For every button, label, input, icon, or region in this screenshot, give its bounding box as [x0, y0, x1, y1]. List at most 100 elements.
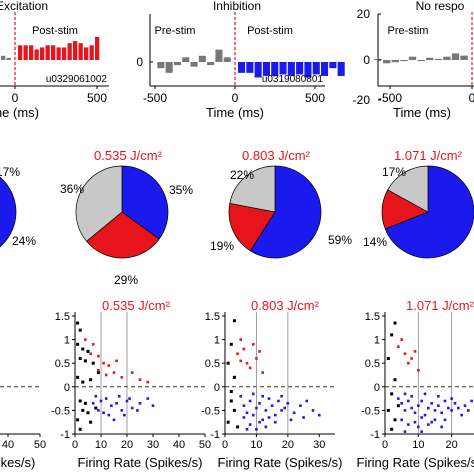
scatter-point-black	[390, 392, 394, 396]
x-tick-label: 0	[12, 91, 19, 105]
pie-percent-label: 14%	[363, 235, 387, 249]
pre-stim-bar	[190, 62, 198, 67]
pre-stim-bar	[400, 60, 408, 62]
pre-stim-bar	[157, 62, 165, 69]
post-stim-bar	[337, 62, 345, 76]
psth-title: Excitation	[0, 0, 48, 13]
scatter-point-blue	[299, 404, 302, 407]
scatter-point-black	[81, 408, 85, 412]
scatter-point-blue	[410, 406, 413, 410]
scatter-point-red	[248, 366, 252, 370]
pie-percent-label: 36%	[60, 182, 84, 196]
post-stim-bar	[287, 62, 295, 76]
pie-title: 0.803 J/cm²	[242, 148, 311, 163]
scatter-point-blue	[273, 420, 277, 424]
scatter-point-red	[261, 371, 265, 374]
scatter-point-red	[397, 345, 400, 348]
scatter-point-red	[400, 338, 403, 341]
scatter-point-blue	[94, 394, 98, 398]
scatter-point-blue	[248, 399, 252, 403]
x-tick-label: 40	[173, 439, 185, 451]
scatter-point-black	[229, 342, 233, 346]
scatter-point-blue	[245, 427, 249, 431]
pie-percent-label: 22%	[230, 168, 254, 182]
scatter-point-blue	[115, 402, 118, 405]
pie-slice	[75, 165, 123, 242]
pre-stim-bar	[173, 62, 181, 66]
scatter-point-blue	[146, 397, 150, 400]
scatter-point-red	[245, 361, 249, 365]
unit-id: u0319080801	[262, 74, 324, 85]
scatter-point-blue	[403, 430, 407, 433]
scatter-point-blue	[277, 399, 280, 403]
scatter-point-black	[229, 399, 233, 403]
scatter-point-blue	[251, 413, 255, 417]
x-tick-label: 50	[34, 439, 46, 451]
x-axis-label: Firing Rate (Spikes/s)	[78, 455, 203, 470]
scatter-point-red	[97, 368, 100, 372]
scatter-point-blue	[453, 402, 457, 405]
y-tick-label: -20	[353, 93, 371, 107]
y-tick-label: 0	[374, 382, 380, 394]
scatter-point-red	[138, 378, 142, 382]
scatter-point-black	[83, 401, 87, 405]
y-tick-label: 0.5	[365, 358, 380, 370]
scatter-point-blue	[443, 399, 447, 403]
pre-stim-bar	[408, 56, 417, 60]
scatter-point-blue	[239, 394, 243, 398]
scatter-point-blue	[117, 394, 121, 398]
post-stim-bar	[51, 45, 56, 60]
scatter-point-red	[251, 343, 255, 346]
scatter-point-blue	[423, 392, 427, 396]
scatter-point-red	[97, 354, 100, 358]
pre-stim-bar	[1, 55, 6, 60]
scatter-point-blue	[423, 413, 427, 417]
post-stim-bar	[29, 45, 34, 60]
pre-stim-bar	[223, 57, 231, 62]
x-tick-label: 0	[72, 439, 78, 451]
post-stim-bar	[89, 45, 94, 60]
pie-percent-label: 59%	[328, 233, 352, 247]
scatter-point-blue	[430, 420, 433, 424]
scatter-point-blue	[255, 427, 258, 431]
x-tick-label: 10	[250, 439, 262, 451]
pre-stim-bar	[182, 57, 190, 62]
pie-slice	[249, 165, 322, 259]
scatter-point-black	[232, 375, 236, 379]
x-tick-label: 500	[87, 91, 107, 105]
scatter-point-blue	[420, 430, 423, 433]
x-tick-label: 0	[222, 439, 228, 451]
scatter-point-blue	[403, 409, 407, 412]
scatter-point-red	[258, 350, 261, 353]
scatter-point-black	[390, 427, 394, 431]
pre-stim-bar	[6, 57, 11, 60]
pie-slice	[387, 165, 429, 213]
scatter-point-blue	[410, 394, 413, 398]
scatter-point-blue	[107, 413, 111, 417]
y-tick-label: 0	[64, 382, 70, 394]
x-tick-label: 500	[305, 91, 325, 105]
scatter-point-black	[86, 349, 90, 353]
scatter-point-blue	[437, 394, 440, 398]
scatter-point-red	[146, 380, 150, 384]
scatter-point-blue	[427, 423, 430, 426]
post-stim-bar	[321, 62, 329, 76]
scatter-point-blue	[467, 409, 470, 412]
x-axis-label: kes/s)	[1, 455, 36, 470]
scatter-point-red	[120, 376, 124, 379]
scatter-point-black	[390, 333, 394, 337]
scatter-point-red	[236, 352, 239, 356]
scatter-point-blue	[433, 409, 437, 412]
y-tick-label: 1.5	[205, 311, 220, 323]
post-stim-bar	[262, 62, 270, 76]
x-axis-label: Firing Rate (Spikes/s)	[218, 455, 343, 470]
post-stim-bar	[18, 45, 23, 60]
scatter-point-blue	[403, 392, 407, 396]
scatter-point-blue	[433, 418, 437, 422]
post-stim-bar	[56, 47, 61, 60]
y-tick-label: -0.5	[361, 405, 380, 417]
pie-slice	[228, 202, 276, 252]
scatter-point-red	[104, 373, 108, 377]
scatter-point-black	[386, 408, 390, 412]
scatter-point-blue	[258, 420, 261, 424]
